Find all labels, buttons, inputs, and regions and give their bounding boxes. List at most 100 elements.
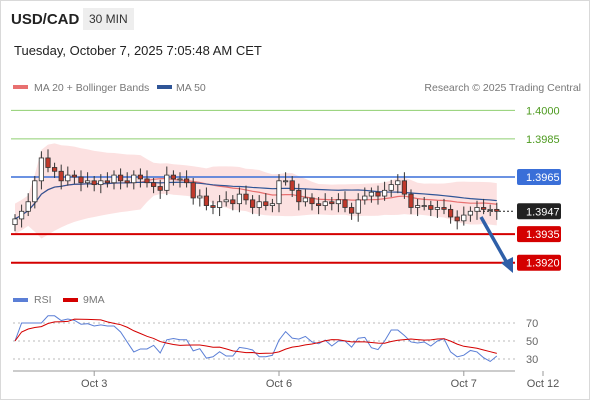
candle-body (45, 157, 51, 168)
rsi-ma-line (14, 318, 497, 354)
candle-body (71, 174, 77, 178)
legend-ma50: MA 50 (176, 82, 206, 94)
candle-body (494, 208, 500, 212)
legend-9ma: 9MA (83, 294, 105, 306)
candle-body (111, 174, 117, 184)
timeframe-button[interactable]: 30 MIN (83, 8, 134, 30)
candle-body (302, 197, 309, 203)
candle-body (52, 167, 58, 172)
candle-body (25, 201, 31, 212)
level-label-support: 1.3920 (526, 258, 560, 270)
rsi-panel: 70 50 30 (13, 315, 538, 366)
candle-body (150, 182, 157, 187)
candle-body (32, 180, 38, 203)
level-badge-pivot (517, 169, 561, 185)
candle-body (203, 195, 209, 206)
level-label-support: 1.3935 (526, 229, 560, 241)
chart-datetime: Tuesday, October 7, 2025 7:05:48 AM CET (14, 43, 262, 58)
candle-body (65, 174, 71, 182)
candle-body (223, 199, 229, 203)
candle-body (18, 210, 25, 220)
candle-body (249, 199, 256, 208)
x-tick-label: Oct 7 (451, 378, 477, 390)
candle-body (164, 174, 170, 191)
candle-body (104, 180, 110, 184)
candle-body (197, 195, 203, 199)
candle-body (289, 180, 295, 191)
candle-body (487, 208, 493, 211)
candle-body (388, 184, 394, 191)
candle-body (434, 207, 441, 210)
legend-swatch-ma50 (157, 85, 172, 89)
candle-body (137, 174, 143, 180)
candle-body (170, 174, 176, 180)
rsi-level-label: 30 (526, 354, 538, 366)
candle-body (144, 178, 150, 184)
candle-body (401, 180, 408, 195)
candle-body (216, 201, 223, 208)
candle-body (282, 180, 289, 183)
price-levels (11, 109, 515, 264)
bollinger-fill (15, 143, 497, 239)
candle-body (441, 207, 447, 210)
candle-body (454, 216, 460, 222)
candle-body (368, 191, 375, 197)
candle-body (480, 207, 487, 210)
symbol-title: USD/CAD (11, 11, 80, 28)
candle-body (58, 170, 64, 182)
candle-body (355, 199, 361, 214)
candle-body (428, 205, 434, 210)
candle-body (348, 207, 355, 214)
candle-body (118, 174, 124, 182)
candle-body (309, 197, 315, 205)
candle-body (315, 203, 322, 206)
level-badge-support (517, 226, 561, 243)
candle-body (467, 210, 474, 216)
level-label-pivot: 1.3965 (526, 172, 560, 184)
candle-body (362, 195, 368, 201)
candle-body (381, 189, 388, 197)
level-label-current: 1.3947 (526, 206, 560, 218)
candle-body (210, 205, 216, 208)
candle-body (236, 193, 242, 205)
candle-body (177, 178, 183, 181)
level-badge-support (517, 254, 561, 271)
level-badge-current (517, 203, 561, 220)
candle-body (78, 176, 84, 184)
candle-body (329, 201, 335, 205)
candle-body (91, 180, 97, 186)
x-tick-label: Oct 12 (527, 378, 559, 390)
candle-body (263, 201, 269, 206)
legend-rsi: RSI (34, 294, 52, 306)
candle-body (408, 193, 414, 208)
x-tick-label: Oct 3 (81, 378, 107, 390)
candle-body (124, 180, 130, 184)
candle-body (375, 191, 381, 197)
rsi-level-label: 70 (526, 318, 538, 330)
candle-body (461, 214, 467, 222)
candle-body (342, 199, 348, 208)
candle-body (157, 186, 163, 191)
bollinger-bands (15, 143, 497, 239)
x-tick-label: Oct 6 (266, 378, 292, 390)
legend-swatch-9ma (63, 298, 78, 302)
candle-body (269, 203, 276, 206)
candle-body (12, 218, 18, 226)
candle-body (276, 180, 282, 205)
candle-body (296, 189, 302, 203)
candles (12, 149, 500, 232)
rsi-level-label: 50 (526, 336, 538, 348)
level-label-resistance: 1.4000 (526, 105, 560, 117)
candle-body (38, 157, 45, 182)
candle-body (256, 201, 262, 208)
forecast-arrow (479, 216, 513, 273)
chart-header: USD/CAD 30 MIN (1, 1, 589, 37)
level-labels: 1.4000 1.3985 1.3965 1.3947 1.3935 1.3920 (517, 105, 561, 271)
watermark: Research © 2025 Trading Central (424, 82, 581, 94)
candle-body (447, 208, 454, 218)
candle-body (243, 193, 249, 201)
candle-body (335, 199, 342, 205)
candle-body (414, 205, 421, 208)
candle-body (395, 180, 401, 186)
